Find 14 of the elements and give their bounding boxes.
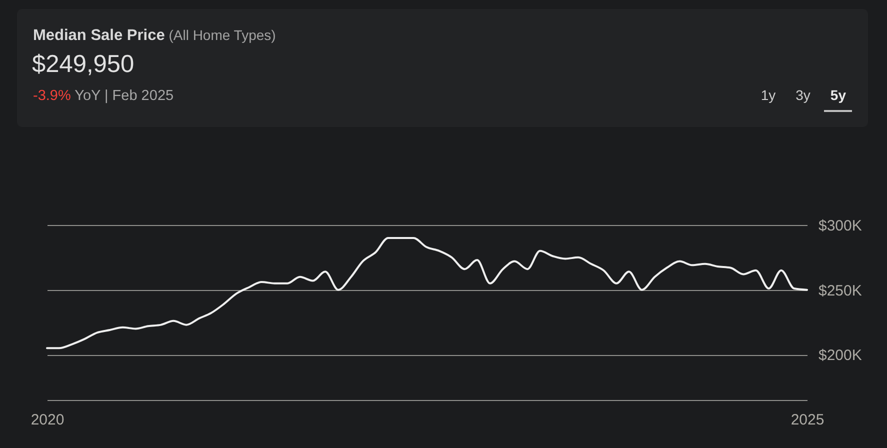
chart-subtitle: (All Home Types): [168, 27, 276, 43]
x-tick-label: 2020: [30, 412, 64, 428]
text: -3.9%: [33, 88, 71, 104]
line-series: [46, 236, 808, 350]
time-range-button[interactable]: 3y: [790, 86, 816, 112]
y-tick-label: $200K: [818, 347, 862, 364]
y-tick-label: $300K: [818, 218, 862, 234]
x-tick-label: 2025: [790, 412, 824, 428]
y-tick-label: $250K: [818, 282, 862, 300]
time-range-button[interactable]: 1y: [754, 86, 782, 112]
text: $249,950: [32, 51, 134, 79]
text: YoY | Feb 2025: [74, 88, 174, 104]
time-range-button[interactable]: 5y: [824, 86, 852, 112]
chart-title: Median Sale Price: [33, 27, 165, 44]
